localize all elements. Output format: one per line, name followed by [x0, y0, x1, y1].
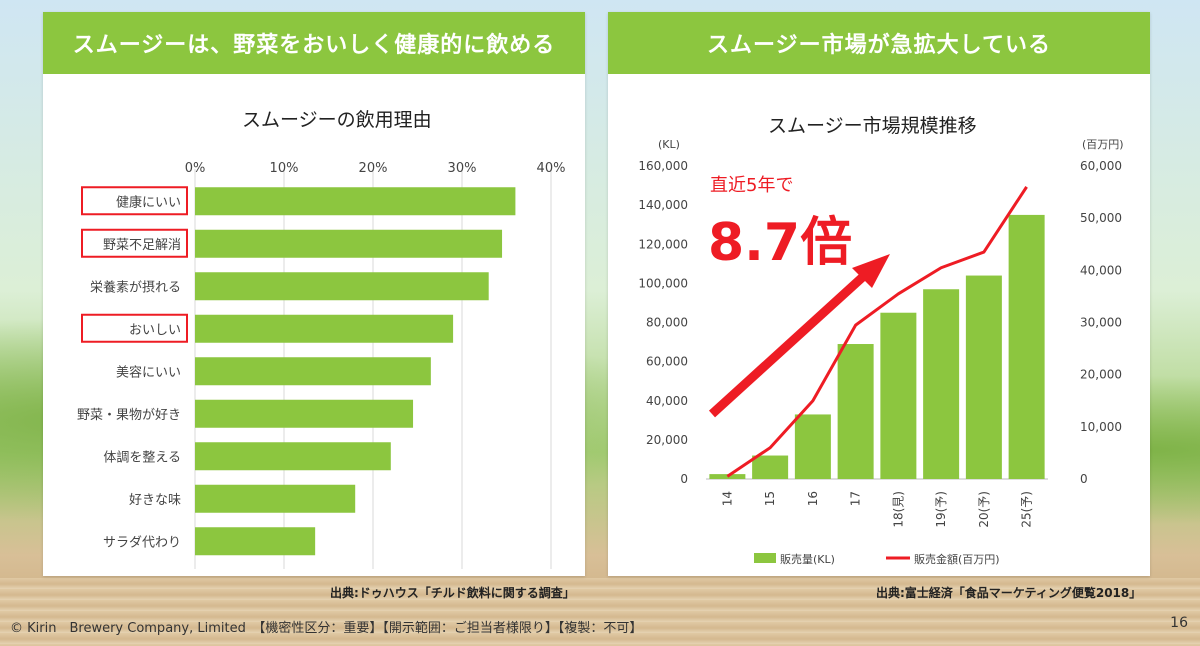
- y-right-unit: (百万円): [1082, 138, 1124, 151]
- y-left-tick-label: 80,000: [646, 316, 688, 330]
- y-right-tick-label: 30,000: [1080, 316, 1122, 330]
- right-panel-header: スムージー市場が急拡大している: [608, 12, 1150, 74]
- bar: [195, 484, 356, 513]
- y-left-tick-label: 120,000: [638, 237, 688, 251]
- category-label: サラダ代わり: [103, 535, 181, 550]
- x-tick-label: 17: [849, 491, 863, 506]
- y-right-tick-label: 40,000: [1080, 263, 1122, 277]
- category-label: 健康にいい: [116, 194, 181, 210]
- highlight-box: [81, 228, 188, 258]
- left-source: 出典:ドゥハウス「チルド飲料に関する調査」: [330, 586, 575, 600]
- y-right-tick-label: 0: [1080, 472, 1088, 486]
- y-left-tick-label: 60,000: [646, 355, 688, 369]
- y-right-tick-label: 60,000: [1080, 159, 1122, 173]
- x-tick-label: 15: [763, 491, 777, 506]
- y-left-tick-label: 140,000: [638, 198, 688, 212]
- x-tick-label: 30%: [448, 161, 477, 176]
- x-tick-label: 20(予): [977, 491, 991, 528]
- y-left-tick-label: 160,000: [638, 159, 688, 173]
- x-tick-label: 20%: [359, 161, 388, 176]
- x-tick-label: 16: [806, 491, 820, 506]
- legend-label: 販売金額(百万円): [914, 552, 1000, 566]
- sales-amount-line: [726, 186, 1028, 478]
- bar: [880, 312, 917, 479]
- bar: [752, 455, 789, 479]
- y-left-tick-label: 20,000: [646, 433, 688, 447]
- bar: [195, 314, 454, 343]
- y-left-tick-label: 0: [680, 472, 688, 486]
- bar: [923, 289, 960, 479]
- highlight-box: [81, 186, 188, 216]
- bar: [195, 399, 414, 428]
- page-number: 16: [1170, 615, 1188, 631]
- drinking-reasons-panel: スムージーは、野菜をおいしく健康的に飲める スムージーの飲用理由 0% 10% 20%…: [43, 12, 585, 576]
- market-size-chart: スムージー市場規模推移 (KL) (百万円) 160,000 140,000 120,00…: [638, 115, 1124, 566]
- left-panel-header: スムージーは、野菜をおいしく健康的に飲める: [43, 12, 585, 74]
- x-tick-label: 14: [720, 491, 734, 506]
- category-label: おいしい: [129, 323, 181, 338]
- category-label: 好きな味: [129, 493, 181, 508]
- category-label: 体調を整える: [103, 450, 181, 465]
- chart-title: スムージーの飲用理由: [242, 109, 432, 131]
- legend-swatch-bar: [754, 553, 776, 563]
- y-right-tick-label: 50,000: [1080, 211, 1122, 225]
- x-tick-label: 10%: [270, 161, 299, 176]
- bar: [965, 275, 1002, 479]
- y-right-tick-label: 20,000: [1080, 368, 1122, 382]
- right-source: 出典:富士経済「食品マーケティング便覧2018」: [876, 586, 1142, 600]
- bar: [709, 474, 746, 479]
- y-left-unit: (KL): [658, 138, 680, 151]
- x-tick-label: 40%: [537, 161, 566, 176]
- bar: [195, 272, 489, 301]
- bar: [195, 187, 516, 216]
- y-right-tick-label: 10,000: [1080, 420, 1122, 434]
- chart-title: スムージー市場規模推移: [768, 115, 977, 137]
- highlight-box: [81, 313, 188, 343]
- category-label: 美容にいい: [116, 364, 181, 380]
- y-left-tick-label: 40,000: [646, 394, 688, 408]
- growth-arrow-head: [852, 254, 890, 288]
- x-tick-label: 0%: [185, 161, 206, 176]
- market-size-panel: スムージー市場が急拡大している スムージー市場規模推移 (KL) (百万円) 160,…: [608, 12, 1150, 576]
- bar: [195, 229, 503, 258]
- background-wood: [0, 578, 1200, 646]
- callout-big-number: 8.7倍: [708, 213, 852, 273]
- drinking-reasons-chart: スムージーの飲用理由 0% 10% 20% 30% 40% 健康にいい野菜不足解消栄養素が摂…: [77, 109, 566, 569]
- callout-text: 直近5年で: [710, 175, 793, 196]
- bar: [794, 414, 831, 479]
- bar: [837, 344, 874, 479]
- y-left-tick-label: 100,000: [638, 276, 688, 290]
- bar: [1008, 214, 1045, 479]
- category-label: 野菜・果物が好き: [77, 408, 181, 423]
- legend-label: 販売量(KL): [780, 553, 835, 566]
- bar: [195, 442, 391, 471]
- bar: [195, 527, 316, 556]
- x-tick-label: 18(見): [891, 491, 905, 528]
- growth-arrow-shaft: [708, 270, 870, 418]
- bar: [195, 357, 431, 386]
- x-tick-label: 25(予): [1020, 491, 1034, 528]
- category-label: 栄養素が摂れる: [90, 279, 181, 295]
- x-tick-label: 19(予): [934, 491, 948, 528]
- category-label: 野菜不足解消: [103, 238, 181, 253]
- footer-copyright: © Kirin Brewery Company, Limited 【機密性区分：…: [10, 621, 643, 636]
